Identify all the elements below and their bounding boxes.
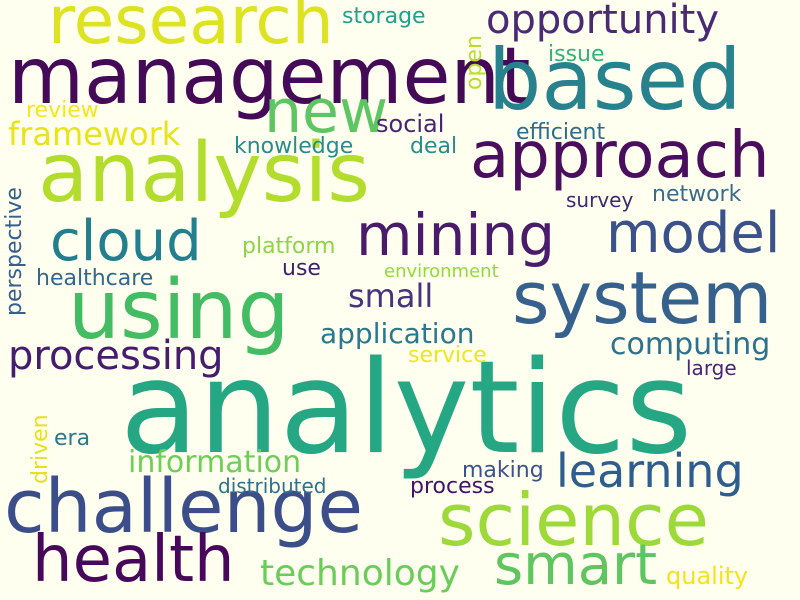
word-driven: driven — [28, 414, 53, 484]
word-platform: platform — [242, 234, 336, 259]
word-storage: storage — [342, 4, 426, 29]
word-mining: mining — [356, 201, 556, 269]
word-cloud: cloud — [50, 209, 202, 274]
word-social: social — [376, 110, 445, 138]
word-management: management — [8, 32, 531, 122]
word-using: using — [68, 263, 290, 358]
word-based: based — [488, 31, 742, 129]
word-application: application — [320, 317, 475, 350]
word-framework: framework — [8, 115, 181, 153]
word-issue: issue — [548, 42, 605, 67]
word-approach: approach — [470, 119, 770, 193]
word-service: service — [408, 343, 487, 368]
word-technology: technology — [260, 553, 460, 594]
word-analytics: analytics — [120, 334, 693, 483]
word-science: science — [438, 478, 709, 562]
word-learning: learning — [556, 444, 744, 498]
word-review: review — [26, 98, 99, 123]
word-research: research — [48, 0, 334, 59]
word-analysis: analysis — [38, 126, 371, 221]
word-new: new — [264, 77, 389, 147]
word-healthcare: healthcare — [36, 266, 154, 291]
word-smart: smart — [494, 533, 658, 598]
word-efficient: efficient — [516, 120, 606, 145]
word-knowledge: knowledge — [234, 134, 354, 159]
word-large: large — [686, 356, 737, 380]
word-quality: quality — [666, 562, 749, 590]
word-environment: environment — [384, 261, 499, 282]
word-process: process — [410, 474, 495, 499]
word-processing: processing — [8, 333, 224, 379]
word-model: model — [606, 201, 781, 266]
word-computing: computing — [610, 327, 771, 362]
word-open: open — [462, 35, 487, 90]
word-health: health — [32, 523, 235, 597]
word-era: era — [54, 426, 91, 451]
word-distributed: distributed — [218, 474, 327, 498]
word-challenge: challenge — [4, 464, 363, 550]
word-making: making — [462, 458, 544, 483]
word-deal: deal — [410, 134, 458, 159]
word-information: information — [128, 445, 302, 480]
word-system: system — [512, 256, 773, 340]
word-small: small — [348, 277, 434, 315]
word-perspective: perspective — [2, 187, 27, 316]
word-opportunity: opportunity — [486, 0, 720, 43]
word-use: use — [282, 256, 321, 281]
word-network: network — [652, 182, 742, 207]
word-survey: survey — [566, 188, 634, 212]
